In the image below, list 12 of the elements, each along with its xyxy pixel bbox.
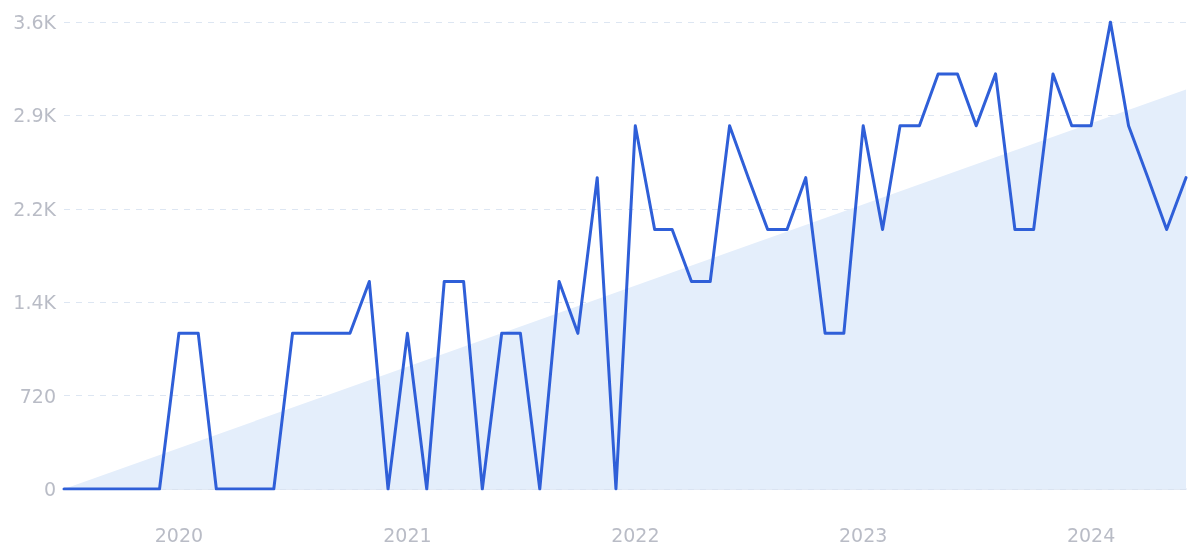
y-tick-label: 1.4K bbox=[13, 291, 57, 314]
x-tick-label: 2024 bbox=[1066, 523, 1116, 546]
y-tick-label: 2.2K bbox=[13, 197, 57, 220]
x-tick-label: 2020 bbox=[154, 523, 204, 546]
x-tick-label: 2022 bbox=[611, 523, 660, 546]
y-tick-label: 720 bbox=[19, 384, 56, 407]
x-tick-label: 2023 bbox=[839, 523, 888, 546]
y-tick-label: 0 bbox=[43, 478, 56, 500]
y-tick-label: 2.9K bbox=[13, 104, 57, 127]
x-tick-label: 2021 bbox=[383, 523, 432, 546]
line-series bbox=[62, 20, 1188, 491]
y-tick-label: 3.6K bbox=[13, 11, 57, 33]
